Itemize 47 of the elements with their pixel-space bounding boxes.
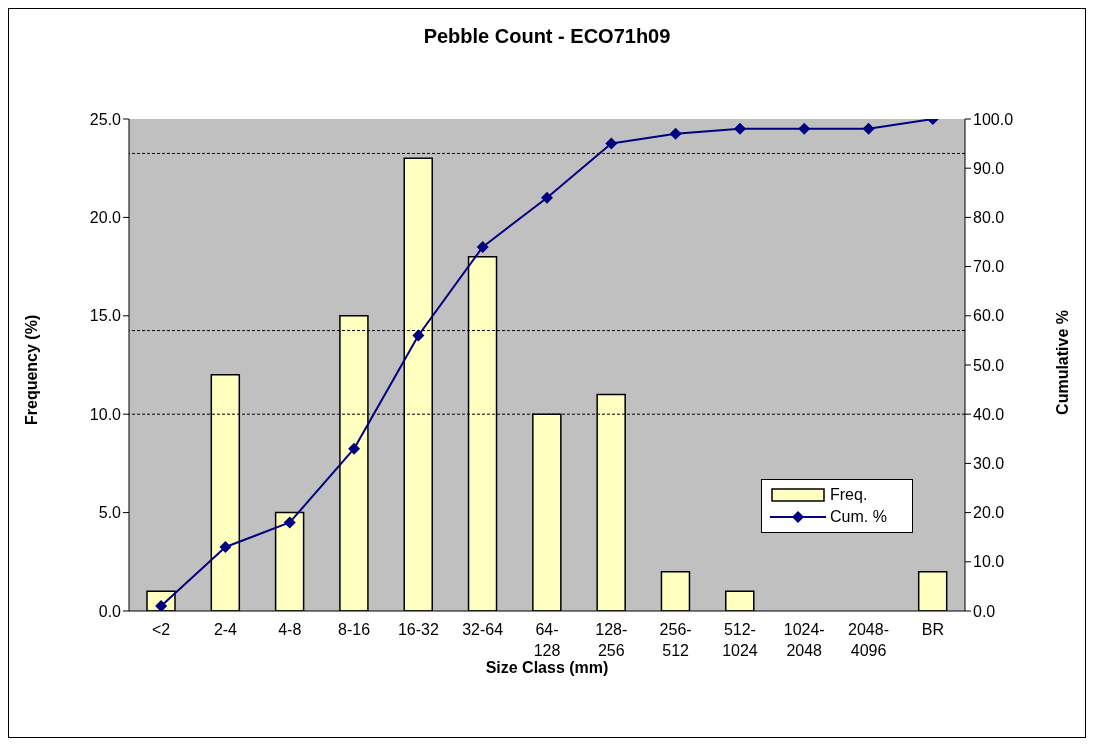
- x-tick-label: 512-1024: [722, 621, 758, 659]
- x-tick-label: 8-16: [338, 621, 371, 638]
- x-tick-label: 256-512: [659, 621, 692, 659]
- y-tick-label: 20.0: [89, 209, 122, 227]
- y2-tick-label: 60.0: [973, 307, 1005, 325]
- point: [348, 442, 361, 455]
- x-tick-label: 128-256: [595, 621, 628, 659]
- x-tick-label: 64-128: [533, 621, 561, 659]
- y2-tick-label: 10.0: [973, 553, 1005, 571]
- y2-axis-title: Cumulative %: [1053, 310, 1071, 415]
- y2-tick-label: 80.0: [973, 209, 1005, 227]
- x-tick-label: 32-64: [462, 621, 504, 638]
- y-tick-label: 15.0: [89, 307, 122, 325]
- y-tick-label: 10.0: [89, 405, 122, 423]
- y-tick-label: 5.0: [98, 504, 122, 522]
- x-tick-label: 2048-4096: [848, 621, 889, 659]
- y2-tick-label: 100.0: [973, 110, 1014, 128]
- y-tick-label: 0.0: [98, 602, 122, 620]
- legend-label: Freq.: [830, 486, 868, 504]
- y2-tick-label: 70.0: [973, 258, 1005, 276]
- x-axis-title: Size Class (mm): [485, 659, 609, 676]
- point: [605, 137, 618, 150]
- legend-label: Cum. %: [830, 508, 887, 526]
- point: [669, 127, 682, 140]
- y2-tick-label: 40.0: [973, 405, 1005, 423]
- point: [798, 122, 811, 135]
- y2-tick-label: 30.0: [973, 455, 1005, 473]
- x-tick-label: <2: [152, 621, 171, 638]
- y-tick-label: 25.0: [89, 110, 122, 128]
- chart-title: Pebble Count - ECO71h09: [422, 25, 672, 48]
- y2-tick-label: 0.0: [973, 602, 996, 620]
- y2-tick-label: 20.0: [973, 504, 1005, 522]
- y-axis-title: Frequency (%): [22, 314, 40, 425]
- point: [733, 122, 746, 135]
- x-tick-label: 1024-2048: [783, 621, 825, 659]
- point: [541, 191, 553, 204]
- point: [283, 516, 296, 529]
- x-tick-label: BR: [921, 621, 944, 638]
- point: [219, 541, 232, 554]
- point: [412, 329, 425, 342]
- x-tick-label: 2-4: [213, 621, 238, 638]
- y2-tick-label: 50.0: [973, 356, 1005, 374]
- point: [862, 122, 875, 135]
- x-tick-label: 4-8: [278, 621, 302, 638]
- point: [476, 240, 489, 253]
- y2-tick-label: 90.0: [973, 159, 1005, 177]
- x-tick-label: 16-32: [397, 621, 439, 638]
